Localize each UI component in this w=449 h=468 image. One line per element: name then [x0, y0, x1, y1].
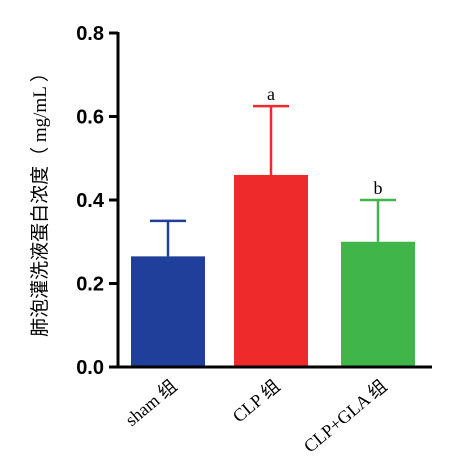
bars-layer	[131, 104, 415, 367]
category-label: sham 组	[121, 376, 180, 430]
y-axis-title: 肺泡灌洗液蛋白浓度（ mg/mL ）	[29, 63, 51, 337]
significance-label: a	[267, 84, 275, 104]
y-axis-title-group: 肺泡灌洗液蛋白浓度（ mg/mL ）	[29, 63, 51, 337]
category-label: CLP 组	[229, 376, 284, 427]
significance-label: b	[374, 178, 383, 198]
y-tick-label: 0.8	[76, 23, 104, 45]
y-tick-label: 0.6	[76, 107, 104, 129]
ticks-layer: 0.0 0.2 0.4 0.6 0.8	[76, 23, 118, 379]
y-tick-label: 0.2	[76, 274, 104, 296]
bar	[341, 241, 415, 367]
bar	[234, 174, 308, 367]
bar	[131, 256, 205, 367]
category-label: CLP+GLA 组	[300, 376, 391, 457]
y-tick-label: 0.4	[76, 190, 105, 212]
y-tick-label: 0.0	[76, 357, 104, 379]
